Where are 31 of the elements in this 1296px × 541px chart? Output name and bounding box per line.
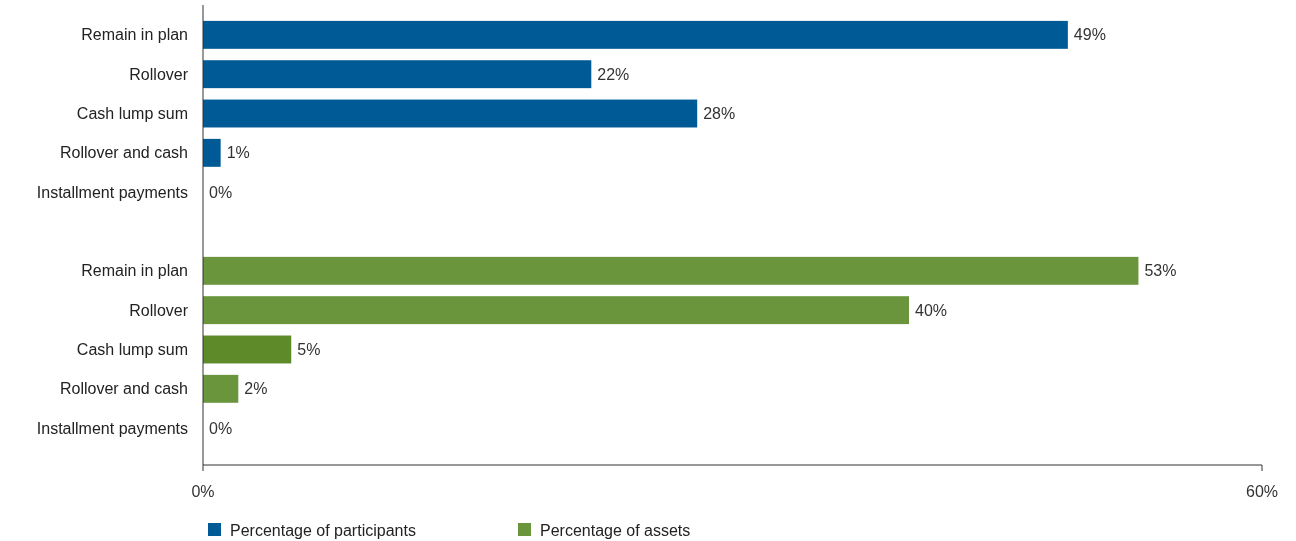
y-tick-label: Remain in plan [81, 262, 188, 280]
data-label: 0% [209, 419, 233, 437]
y-tick-label: Rollover [129, 65, 189, 83]
bar [203, 99, 698, 128]
bar [203, 374, 239, 403]
y-tick-label: Cash lump sum [76, 105, 188, 123]
y-tick-label: Rollover [129, 301, 189, 319]
bar [203, 60, 592, 89]
data-label: 49% [1073, 26, 1106, 44]
bar [203, 138, 221, 167]
y-tick-label: Rollover and cash [59, 144, 188, 162]
data-label: 2% [244, 380, 268, 398]
bar [203, 296, 909, 325]
bar [203, 335, 292, 364]
data-label: 28% [703, 105, 736, 123]
bar [203, 256, 1139, 285]
data-label: 40% [915, 301, 948, 319]
data-label: 53% [1144, 262, 1177, 280]
data-label: 0% [209, 183, 233, 201]
y-tick-label: Remain in plan [81, 26, 188, 44]
data-label: 22% [597, 65, 630, 83]
x-tick-label: 60% [1245, 483, 1279, 500]
legend-label: Percentage of participants [230, 521, 416, 539]
y-tick-label: Installment payments [36, 183, 188, 201]
y-tick-label: Rollover and cash [59, 380, 188, 398]
bar [203, 20, 1068, 49]
data-label: 1% [226, 144, 250, 162]
data-label: 5% [297, 340, 321, 358]
y-tick-label: Installment payments [36, 419, 188, 437]
y-tick-label: Cash lump sum [76, 340, 188, 358]
legend-label: Percentage of assets [540, 521, 691, 539]
